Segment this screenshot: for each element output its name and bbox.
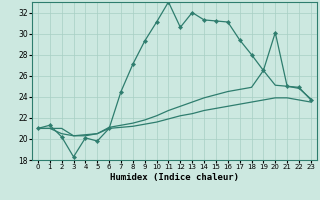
X-axis label: Humidex (Indice chaleur): Humidex (Indice chaleur) [110, 173, 239, 182]
